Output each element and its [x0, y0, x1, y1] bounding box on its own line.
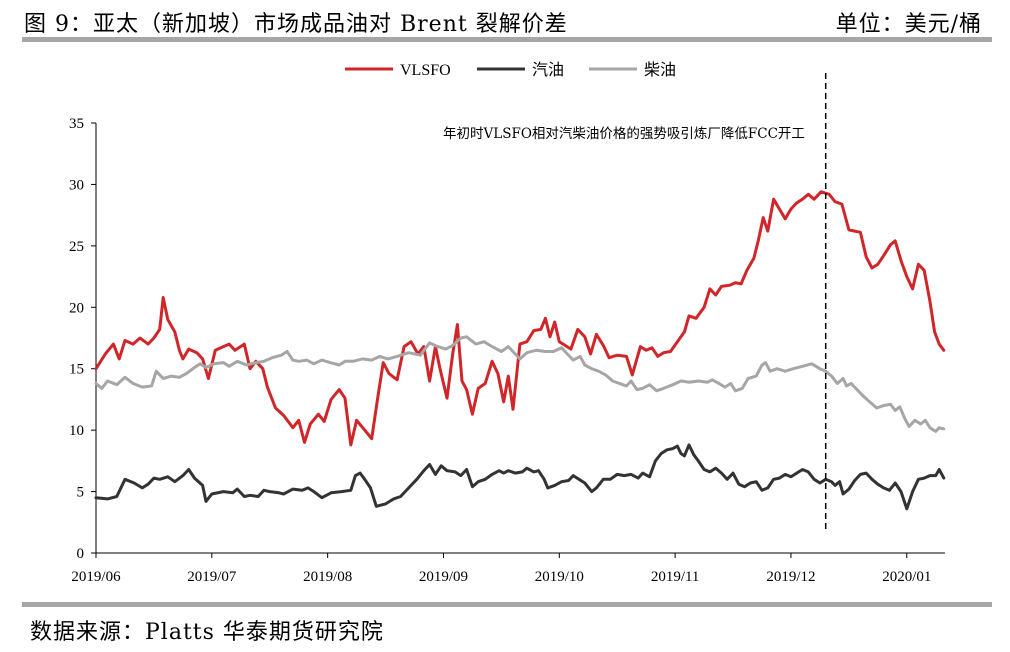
legend: VLSFO 汽油 柴油 [345, 61, 676, 79]
x-tick-label: 2019/06 [71, 569, 121, 585]
y-tick-label: 30 [69, 177, 84, 193]
series-line-柴油 [94, 335, 946, 433]
axes: 0 5 10 15 20 25 30 35 2019/06 2019/07 2019/08 2019/… [69, 116, 945, 585]
legend-label: 柴油 [644, 61, 676, 79]
y-tick-label: 20 [69, 300, 84, 316]
bottom-rule [22, 602, 992, 607]
unit-label: 单位：美元/桶 [835, 12, 982, 37]
legend-label: VLSFO [400, 62, 451, 79]
source-note: 数据来源：Platts 华泰期货研究院 [30, 620, 384, 645]
x-tick-label: 2019/10 [535, 569, 584, 585]
y-tick-label: 25 [69, 239, 84, 255]
y-tick-label: 35 [69, 116, 84, 132]
y-tick-label: 15 [69, 362, 84, 378]
legend-label: 汽油 [532, 61, 564, 79]
y-tick-label: 5 [77, 485, 85, 501]
annotation-text: 年初时VLSFO相对汽柴油价格的强势吸引炼厂降低FCC开工 [443, 125, 805, 142]
x-tick-label: 2019/07 [187, 569, 237, 585]
x-tick-label: 2019/09 [419, 569, 468, 585]
x-tick-label: 2019/12 [766, 569, 815, 585]
y-tick-label: 10 [69, 423, 84, 439]
series-line-汽油 [94, 443, 946, 511]
annotation-layer: 年初时VLSFO相对汽柴油价格的强势吸引炼厂降低FCC开工 [443, 73, 827, 532]
series-line-VLSFO [94, 190, 946, 447]
series-layer [94, 190, 946, 511]
figure-title: 图 9：亚太（新加坡）市场成品油对 Brent 裂解价差 [24, 12, 568, 37]
top-rule [22, 37, 992, 42]
y-tick-label: 0 [77, 546, 85, 562]
x-tick-label: 2019/08 [303, 569, 352, 585]
header: 图 9：亚太（新加坡）市场成品油对 Brent 裂解价差 单位：美元/桶 [0, 0, 1010, 40]
x-tick-label: 2019/11 [651, 569, 700, 585]
x-tick-label: 2020/01 [882, 569, 931, 585]
